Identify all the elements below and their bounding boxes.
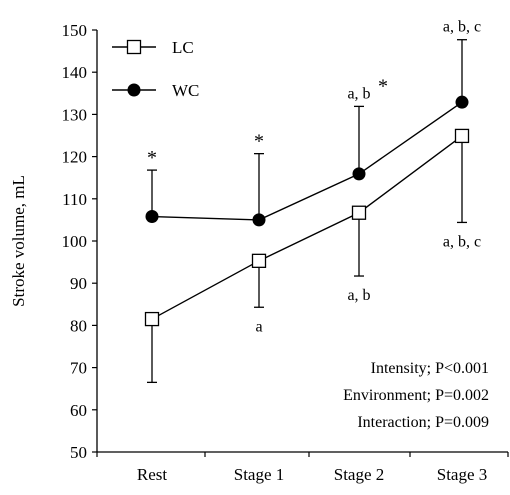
series-line-wc bbox=[151, 101, 463, 221]
data-point-wc bbox=[145, 210, 159, 224]
x-tick-label: Stage 2 bbox=[334, 465, 385, 484]
data-point-wc bbox=[252, 213, 266, 227]
significance-label: a, b, c bbox=[443, 19, 481, 36]
y-tick-label: 130 bbox=[62, 105, 88, 124]
data-point-lc bbox=[351, 205, 367, 220]
y-tick-label: 140 bbox=[62, 63, 88, 82]
data-point-lc bbox=[251, 253, 267, 268]
data-point-lc bbox=[454, 128, 470, 144]
significance-star: * bbox=[254, 131, 264, 153]
x-tick-label: Stage 3 bbox=[437, 465, 488, 484]
data-point-wc bbox=[352, 167, 366, 181]
significance-label: a, b bbox=[347, 85, 370, 102]
y-tick-label: 60 bbox=[70, 401, 87, 420]
data-point-wc bbox=[455, 95, 469, 109]
legend-marker-wc bbox=[127, 83, 141, 97]
y-tick-label: 150 bbox=[62, 21, 88, 40]
x-tick-label: Rest bbox=[137, 465, 168, 484]
y-tick-label: 70 bbox=[70, 359, 87, 378]
significance-star: * bbox=[147, 147, 157, 169]
stats-line: Interaction; P=0.009 bbox=[357, 414, 489, 431]
data-point-lc bbox=[144, 311, 160, 327]
legend-marker-lc bbox=[126, 39, 142, 55]
y-tick-label: 120 bbox=[62, 148, 88, 167]
stats-line: Environment; P=0.002 bbox=[343, 387, 489, 404]
y-tick-label: 90 bbox=[70, 274, 87, 293]
stats-line: Intensity; P<0.001 bbox=[371, 360, 489, 377]
legend-label-lc: LC bbox=[172, 38, 194, 57]
significance-label: a, b, c bbox=[443, 233, 481, 250]
significance-star: * bbox=[378, 75, 388, 97]
series-line-lc bbox=[151, 135, 463, 320]
significance-label: a, b bbox=[347, 287, 370, 304]
y-tick-label: 50 bbox=[70, 443, 87, 462]
x-tick-label: Stage 1 bbox=[234, 465, 285, 484]
y-axis-title: Stroke volume, mL bbox=[9, 175, 28, 307]
y-tick-label: 100 bbox=[62, 232, 88, 251]
legend-label-wc: WC bbox=[172, 81, 199, 100]
y-tick-label: 80 bbox=[70, 316, 87, 335]
y-tick-label: 110 bbox=[62, 190, 87, 209]
significance-label: a bbox=[255, 318, 262, 335]
